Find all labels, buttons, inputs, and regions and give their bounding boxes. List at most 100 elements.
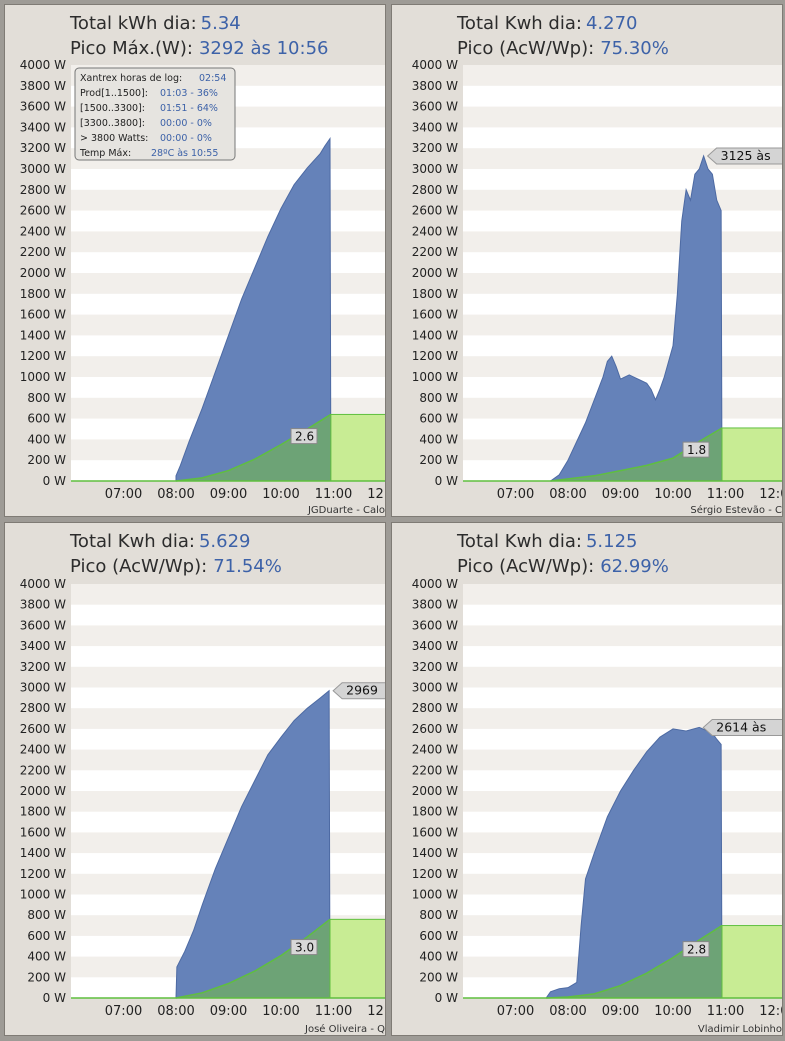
author-credit: Vladimir Lobinho <box>698 1024 782 1035</box>
y-tick-label: 3000 W <box>20 162 66 176</box>
y-tick-label: 1400 W <box>412 846 458 860</box>
peak-label: Pico (AcW/Wp): <box>457 556 594 577</box>
grid-stripe <box>463 708 782 729</box>
y-tick-label: 1800 W <box>20 805 66 819</box>
energy-tag: 1.8 <box>682 441 710 458</box>
chart-panel-4: Total Kwh dia: 5.125 Pico (AcW/Wp): 62.99% 4… <box>391 522 783 1036</box>
x-tick-label: 12:00 <box>367 1004 386 1019</box>
y-tick-label: 2200 W <box>20 245 66 259</box>
y-tick-label: 1000 W <box>412 888 458 902</box>
y-tick-label: 1400 W <box>412 328 458 342</box>
grid-stripe <box>71 749 385 771</box>
x-tick-label: 08:00 <box>157 487 194 502</box>
x-tick-label: 10:00 <box>654 1004 691 1019</box>
energy-tag-text: 3.0 <box>295 941 314 955</box>
y-tick-label: 0 W <box>43 474 66 488</box>
y-tick-label: 2600 W <box>20 722 66 736</box>
y-tick-label: 1200 W <box>412 349 458 363</box>
x-tick-label: 07:00 <box>105 1004 142 1019</box>
y-tick-label: 400 W <box>419 432 458 446</box>
y-tick-label: 1200 W <box>412 867 458 881</box>
y-tick-label: 800 W <box>419 908 458 922</box>
energy-tag-text: 1.8 <box>687 443 706 457</box>
x-tick-label: 08:00 <box>157 1004 194 1019</box>
author-credit: JGDuarte - Calo <box>307 505 385 516</box>
y-tick-label: 2200 W <box>412 245 458 259</box>
info-box-frame <box>74 67 236 161</box>
grid-stripe <box>71 189 385 211</box>
info-row-value: 01:03 - 36% <box>160 88 218 99</box>
grid-stripe <box>463 231 782 253</box>
y-tick-label: 4000 W <box>20 577 66 591</box>
grid-stripe <box>463 314 782 336</box>
chart-svg: Total Kwh dia: 4.270 Pico (AcW/Wp): 75.30% 4… <box>412 13 782 516</box>
peak-tag: 2614 às <box>702 718 782 736</box>
power-area <box>175 689 331 999</box>
x-tick-label: 08:00 <box>549 1004 586 1019</box>
y-tick-label: 3400 W <box>412 120 458 134</box>
y-tick-label: 800 W <box>27 908 66 922</box>
y-tick-label: 3600 W <box>412 100 458 114</box>
y-tick-label: 800 W <box>27 391 66 405</box>
peak-tag-shape <box>332 682 385 700</box>
y-tick-label: 400 W <box>419 950 458 964</box>
y-tick-label: 1800 W <box>412 805 458 819</box>
grid-stripe <box>463 749 782 771</box>
power-area <box>175 137 332 482</box>
grid-stripe <box>71 791 385 812</box>
y-tick-label: 600 W <box>27 412 66 426</box>
chart-svg: Total Kwh dia: 5.125 Pico (AcW/Wp): 62.99% 4… <box>412 531 782 1035</box>
energy-tag-box <box>682 441 710 458</box>
y-tick-label: 3200 W <box>412 660 458 674</box>
info-row-label: [3300..3800]: <box>80 118 145 129</box>
y-tick-label: 3800 W <box>412 79 458 93</box>
energy-area <box>176 919 330 998</box>
x-tick-label: 10:00 <box>654 487 691 502</box>
y-tick-label: 400 W <box>27 432 66 446</box>
y-tick-label: 0 W <box>435 474 458 488</box>
peak-value: 75.30% <box>600 38 669 59</box>
peak-tag: 2969 <box>332 682 385 700</box>
y-tick-label: 1600 W <box>20 308 66 322</box>
y-tick-label: 2600 W <box>20 204 66 218</box>
y-tick-label: 3400 W <box>412 639 458 653</box>
x-tick-label: 09:00 <box>602 1004 639 1019</box>
grid-stripe <box>463 273 782 294</box>
energy-tag: 2.6 <box>290 428 318 445</box>
x-tick-label: 09:00 <box>602 487 639 502</box>
x-tick-label: 09:00 <box>210 1004 247 1019</box>
x-tick-label: 11:00 <box>315 1004 352 1019</box>
peak-tag-text: 2969 <box>346 683 378 698</box>
peak-value: 62.99% <box>600 556 669 577</box>
y-tick-label: 3000 W <box>412 681 458 695</box>
y-tick-label: 2200 W <box>20 763 66 777</box>
y-tick-label: 600 W <box>419 412 458 426</box>
y-tick-label: 1400 W <box>20 846 66 860</box>
y-tick-label: 1200 W <box>20 349 66 363</box>
y-tick-label: 4000 W <box>20 58 66 72</box>
info-row-value: 02:54 <box>199 73 226 84</box>
y-tick-label: 1600 W <box>412 825 458 839</box>
energy-projection <box>329 918 385 999</box>
total-kwh-label: Total kWh dia: <box>69 13 197 34</box>
y-tick-label: 3200 W <box>20 141 66 155</box>
grid-stripe <box>463 666 782 688</box>
info-row-label: Xantrex horas de log: <box>80 73 182 84</box>
chart-panel-3: Total Kwh dia: 5.629 Pico (AcW/Wp): 71.54% 4… <box>4 522 386 1036</box>
grid-stripe <box>463 189 782 211</box>
y-tick-label: 1800 W <box>412 287 458 301</box>
y-tick-label: 200 W <box>419 453 458 467</box>
grid-stripe <box>463 625 782 647</box>
y-tick-label: 2800 W <box>412 701 458 715</box>
y-tick-label: 3600 W <box>412 618 458 632</box>
y-tick-label: 3600 W <box>20 100 66 114</box>
y-tick-label: 1000 W <box>20 888 66 902</box>
peak-tag-shape <box>702 718 782 736</box>
total-kwh-value: 5.629 <box>199 531 251 552</box>
y-tick-label: 2800 W <box>20 183 66 197</box>
total-kwh-value: 5.125 <box>586 531 638 552</box>
x-tick-label: 11:00 <box>707 487 744 502</box>
total-kwh-label: Total Kwh dia: <box>69 531 195 552</box>
energy-projection <box>721 427 782 482</box>
grid-stripe <box>463 106 782 128</box>
